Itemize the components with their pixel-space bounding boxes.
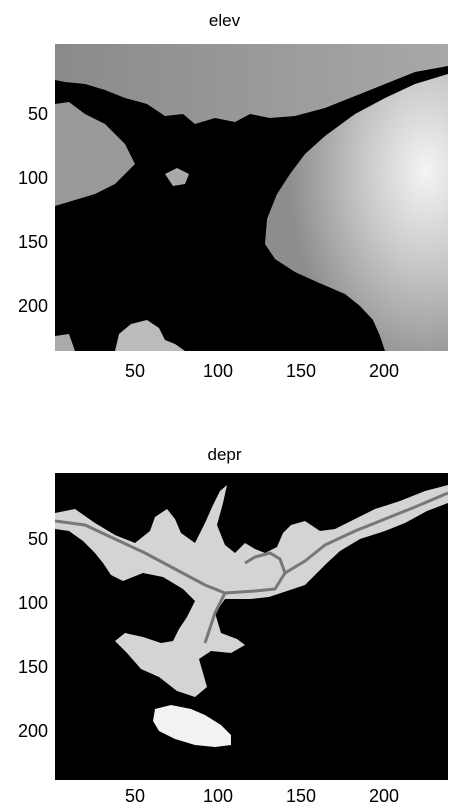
elev-xtick-label: 100 [202,361,234,381]
depr-ytick-label: 200 [17,721,48,741]
elev-island-small [165,168,189,186]
depr-panel: depr 50 100 150 200 50 100 150 200 [0,405,449,810]
depr-xtick-label: 50 [124,786,146,806]
elev-ytick-label: 150 [17,232,48,252]
elev-island-south [115,320,185,351]
depr-xtick-label: 200 [368,786,400,806]
elev-land-west [55,102,135,206]
depr-ytick-label: 150 [17,657,48,677]
depr-title: depr [207,445,242,464]
depr-ytick-label: 50 [27,529,48,549]
elev-xtick-label: 50 [124,361,146,381]
elev-ytick-label: 100 [17,168,48,188]
depr-xtick-label: 150 [285,786,317,806]
elev-xtick-label: 200 [368,361,400,381]
elev-land-north [55,44,448,124]
depr-image [55,473,448,780]
elev-title: elev [208,11,241,30]
depr-lake [153,705,231,747]
depr-channel [55,491,448,644]
depr-xtick-label: 100 [202,786,234,806]
elev-plot-area [55,44,448,351]
elev-image [55,44,448,351]
elev-land-east [265,74,448,351]
depr-ytick-label: 100 [17,593,48,613]
elev-ytick-label: 50 [27,104,48,124]
elev-island-southwest [55,334,75,351]
elev-ytick-label: 200 [17,296,48,316]
depr-plot-area [55,473,448,780]
elev-panel: elev 50 100 150 200 [17,11,448,381]
elev-xtick-label: 150 [285,361,317,381]
